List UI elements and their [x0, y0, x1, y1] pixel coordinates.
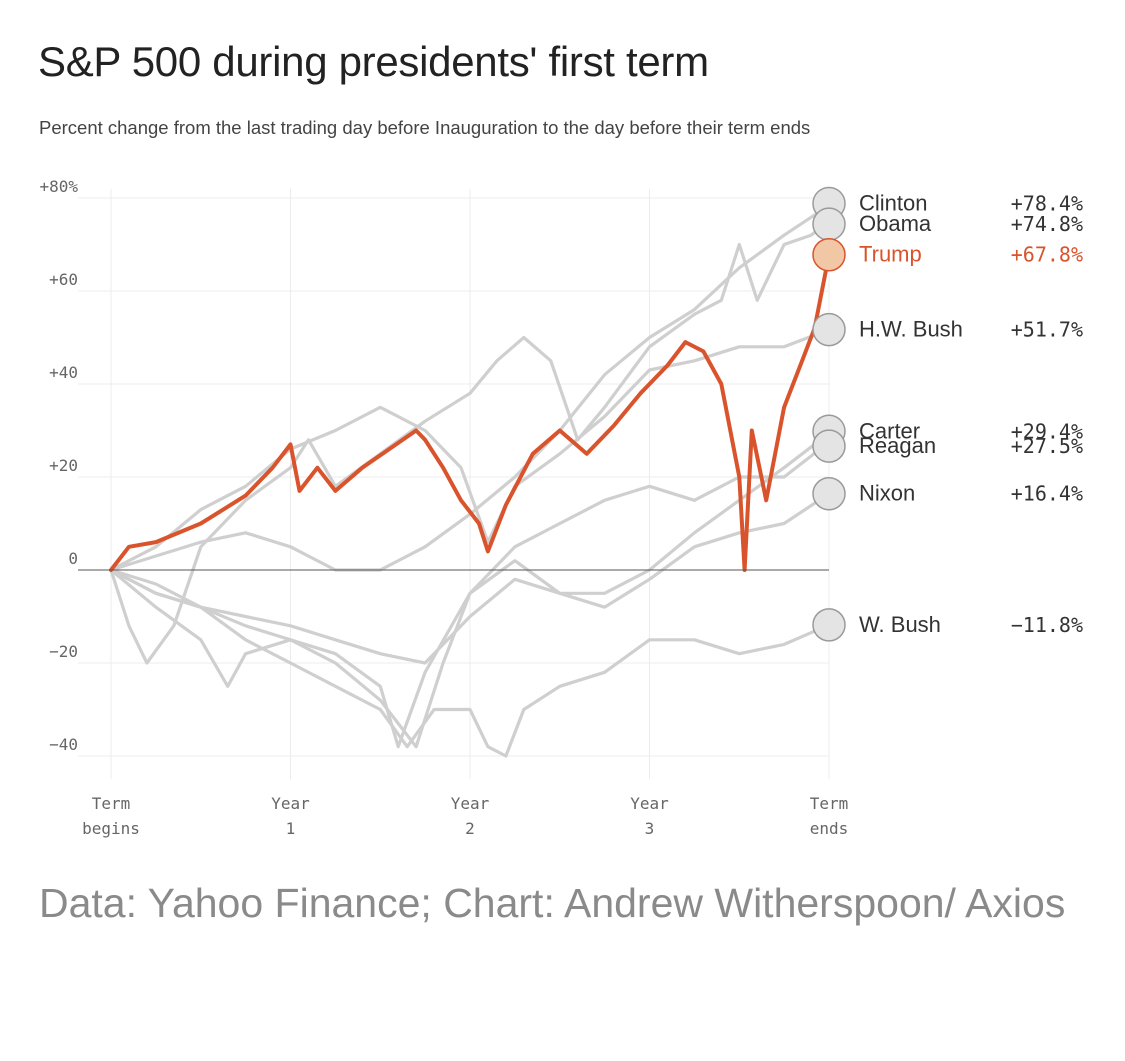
series-line-nixon — [109, 492, 831, 749]
avatar-nixon — [812, 476, 846, 511]
y-tick-label: 0 — [68, 549, 78, 568]
series-value-reagan: +27.5% — [1011, 434, 1083, 458]
series-line-trump — [109, 252, 831, 572]
series-line-h-w-bush — [109, 328, 831, 572]
series-label-obama: Obama — [859, 211, 932, 236]
x-tick-label: Term — [92, 794, 131, 813]
series-value-nixon: +16.4% — [1011, 482, 1083, 506]
avatar-obama — [812, 207, 846, 241]
chart-title: S&P 500 during presidents' first term — [38, 38, 709, 85]
x-tick-label: Year — [271, 794, 310, 813]
x-tick-label: Term — [810, 794, 849, 813]
series-layer — [109, 203, 831, 758]
series-label-w-bush: W. Bush — [859, 612, 941, 637]
avatar-w-bush — [812, 608, 846, 642]
series-line-w-bush — [109, 568, 831, 758]
x-tick-label: Year — [630, 794, 669, 813]
y-tick-label: +20 — [49, 456, 78, 475]
y-tick-label: −20 — [49, 642, 78, 661]
series-value-h-w-bush: +51.7% — [1011, 318, 1083, 342]
series-label-reagan: Reagan — [859, 433, 936, 458]
line-chart: +80% +60 +40 +20 0 −20 −40 Term begins Year 1 Year 2… — [39, 177, 1083, 838]
x-tick-label: Year — [451, 794, 490, 813]
y-tick-label: +40 — [49, 363, 78, 382]
series-label-h-w-bush: H.W. Bush — [859, 317, 963, 342]
series-label-carter: Carter — [859, 418, 920, 443]
avatar-h-w-bush — [812, 312, 846, 347]
chart-subtitle: Percent change from the last trading day… — [39, 117, 811, 138]
series-value-w-bush: −11.8% — [1011, 613, 1083, 637]
series-value-carter: +29.4% — [1011, 419, 1083, 443]
x-tick-label: 3 — [645, 819, 655, 838]
series-line-carter — [109, 431, 831, 665]
grid-layer — [78, 188, 830, 780]
series-label-trump: Trump — [859, 242, 922, 267]
y-tick-label: +80% — [39, 177, 78, 196]
x-tick-label: begins — [82, 819, 140, 838]
series-line-reagan — [109, 440, 831, 749]
series-label-nixon: Nixon — [859, 481, 915, 506]
series-labels: Clinton +78.4% Obama +74.8% Trump +67.8% H.W. … — [812, 186, 1083, 642]
x-tick-label: 2 — [465, 819, 475, 838]
y-tick-label: +60 — [49, 270, 78, 289]
axis-layer: +80% +60 +40 +20 0 −20 −40 Term begins Year 1 Year 2… — [39, 177, 848, 838]
series-line-obama — [109, 220, 831, 665]
x-tick-label: ends — [810, 819, 849, 838]
avatar-trump — [812, 237, 846, 272]
source-credit: Data: Yahoo Finance; Chart: Andrew Withe… — [39, 880, 1066, 926]
series-value-trump: +67.8% — [1011, 243, 1083, 267]
avatar-reagan — [812, 429, 846, 463]
series-value-clinton: +78.4% — [1011, 191, 1083, 215]
x-tick-label: 1 — [286, 819, 296, 838]
series-label-clinton: Clinton — [859, 190, 927, 215]
series-value-obama: +74.8% — [1011, 212, 1083, 236]
y-tick-label: −40 — [49, 735, 78, 754]
